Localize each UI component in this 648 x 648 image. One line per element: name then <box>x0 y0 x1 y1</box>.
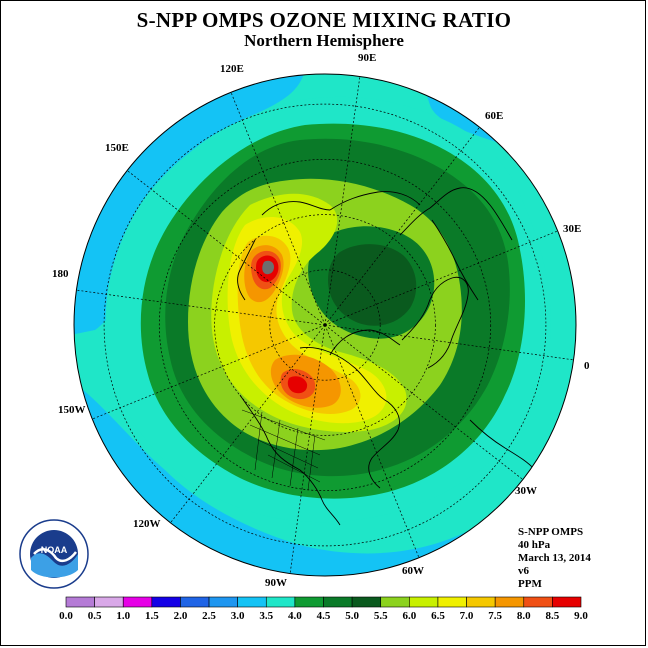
page-subtitle: Northern Hemisphere <box>244 31 404 50</box>
latitude-circle <box>214 214 436 436</box>
lon-label-150e: 150E <box>105 142 129 154</box>
border-line <box>307 434 316 491</box>
latitude-circle <box>158 158 492 492</box>
lon-label-30w: 30W <box>515 485 537 497</box>
lon-label-30e: 30E <box>563 223 582 235</box>
page-title: S-NPP OMPS OZONE MIXING RATIO <box>136 8 512 32</box>
meridian-line <box>324 324 420 558</box>
coast-alaska <box>237 239 256 301</box>
border-line <box>254 411 263 471</box>
meridian-line <box>324 76 361 326</box>
lon-label-180: 180 <box>52 268 69 280</box>
border-line <box>249 424 321 456</box>
coastlines <box>237 187 536 526</box>
border-line <box>241 409 326 441</box>
info-level: 40 hPa <box>518 539 551 551</box>
coast-scandinavia <box>399 187 513 241</box>
lon-label-90e: 90E <box>358 52 377 64</box>
coast-greenland <box>401 276 469 369</box>
coast-europe-west <box>431 219 479 301</box>
info-version: v6 <box>518 565 529 577</box>
lon-label-150w: 150W <box>58 404 86 416</box>
coast-arctic-archipelago <box>329 329 401 356</box>
coast-north-america-west <box>239 394 341 526</box>
latitude-circle <box>269 269 381 381</box>
ozone-contour-8-5-east <box>287 376 308 394</box>
lon-label-120e: 120E <box>220 63 244 75</box>
info-block: S-NPP OMPS 40 hPa March 13, 2014 v6 PPM <box>518 526 591 591</box>
ozone-vortex-inner <box>328 244 417 326</box>
lon-label-90w: 90W <box>265 577 287 589</box>
border-line <box>271 419 281 479</box>
meridian-line <box>76 289 326 326</box>
noaa-logo-text: NOAA <box>41 545 68 555</box>
lon-label-60e: 60E <box>485 110 504 122</box>
lon-label-0: 0 <box>584 360 590 372</box>
meridian-line <box>230 92 326 326</box>
meridian-line <box>92 324 326 420</box>
lon-label-60w: 60W <box>402 565 424 577</box>
latitude-circle <box>103 103 547 547</box>
info-units: PPM <box>518 578 542 590</box>
coast-east-siberia <box>261 201 331 216</box>
meridian-line <box>324 230 558 326</box>
border-line <box>289 427 299 487</box>
meridian-line <box>289 324 326 574</box>
state-borders <box>241 409 326 491</box>
border-line <box>267 454 321 483</box>
meridian-line <box>324 324 524 480</box>
noaa-logo: NOAA <box>19 519 89 589</box>
meridian-line <box>324 324 574 361</box>
info-date: March 13, 2014 <box>518 552 591 564</box>
info-instrument: S-NPP OMPS <box>518 526 584 538</box>
ozone-peak <box>262 260 274 275</box>
graticule <box>76 76 574 574</box>
border-line <box>257 439 319 469</box>
meridian-line <box>324 126 480 326</box>
lon-label-120w: 120W <box>133 518 161 530</box>
coast-siberia-north <box>329 191 421 211</box>
meridian-line <box>170 324 326 524</box>
map-boundary <box>73 73 577 577</box>
meridian-line <box>126 170 326 326</box>
coast-north-africa <box>469 419 536 471</box>
coast-hudson-bay-east <box>299 347 400 489</box>
